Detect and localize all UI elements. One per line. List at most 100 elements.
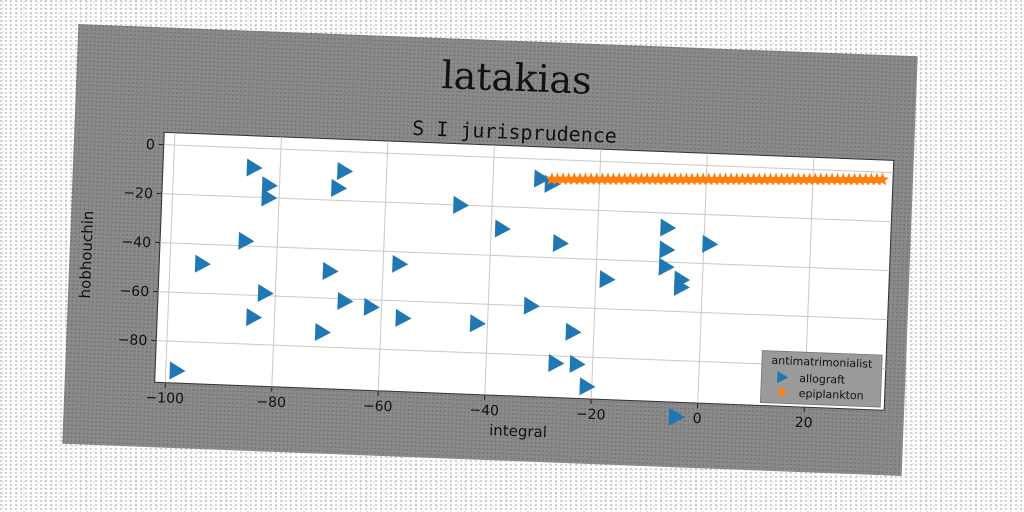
epiplankton-point bbox=[802, 172, 817, 186]
x-tick-label: −20 bbox=[576, 406, 606, 423]
allograft-point bbox=[659, 240, 676, 259]
epiplankton-point bbox=[870, 172, 884, 186]
epiplankton-point bbox=[573, 172, 587, 186]
epiplankton-point bbox=[612, 172, 626, 186]
epiplankton-point bbox=[836, 172, 850, 186]
x-tick-label: −40 bbox=[469, 402, 499, 419]
epiplankton-point bbox=[763, 172, 778, 186]
epiplankton-point bbox=[825, 172, 839, 186]
allograft-point bbox=[322, 261, 339, 280]
chart-title: latakias bbox=[441, 53, 593, 103]
allograft-point bbox=[395, 308, 412, 327]
allograft-point bbox=[337, 291, 354, 310]
epiplankton-point bbox=[584, 172, 598, 186]
x-tick-label: −60 bbox=[363, 398, 393, 415]
epiplankton-point bbox=[674, 172, 688, 186]
epiplankton-point bbox=[550, 172, 565, 186]
epiplankton-point bbox=[830, 172, 845, 186]
allograft-point bbox=[238, 231, 255, 250]
x-tick-label: −80 bbox=[256, 394, 286, 411]
epiplankton-point bbox=[646, 172, 660, 186]
y-tick-label: 0 bbox=[146, 137, 156, 153]
x-tick-label: 20 bbox=[794, 415, 812, 432]
epiplankton-point bbox=[651, 172, 665, 186]
epiplankton-point bbox=[718, 172, 733, 186]
allograft-point bbox=[331, 178, 348, 197]
epiplankton-point bbox=[769, 172, 783, 186]
allograft-point bbox=[673, 277, 690, 296]
allograft-point bbox=[363, 297, 380, 316]
epiplankton-point bbox=[758, 172, 772, 186]
axis-ticks: −100 −80 −60 −40 −20 0 20 0 −20 −40 −60 −80 bbox=[117, 137, 812, 432]
epiplankton-point bbox=[707, 172, 721, 186]
allograft-point bbox=[246, 308, 263, 327]
data-marks bbox=[169, 158, 890, 426]
epiplankton-point bbox=[842, 172, 856, 186]
epiplankton-point bbox=[578, 172, 593, 186]
epiplankton-point bbox=[741, 172, 755, 186]
epiplankton-point bbox=[780, 172, 794, 186]
allograft-point bbox=[246, 158, 263, 177]
epiplankton-point bbox=[752, 172, 766, 186]
epiplankton-point bbox=[735, 172, 749, 186]
epiplankton-point bbox=[657, 172, 671, 186]
epiplankton-point bbox=[797, 172, 811, 186]
epiplankton-point bbox=[696, 172, 710, 186]
allograft-point bbox=[668, 407, 685, 426]
epiplankton-point bbox=[864, 172, 878, 186]
allograft-point bbox=[599, 270, 616, 289]
legend-label-allograft: allograft bbox=[799, 372, 846, 387]
epiplankton-point bbox=[668, 172, 682, 186]
epiplankton-point bbox=[702, 172, 716, 186]
epiplankton-point bbox=[713, 172, 727, 186]
epiplankton-point bbox=[853, 172, 867, 186]
chart-figure: latakias S I jurisprudence −100 −80 −60 −40… bbox=[62, 24, 918, 476]
epiplankton-point bbox=[774, 172, 789, 186]
allograft-point bbox=[548, 354, 565, 373]
epiplankton-point bbox=[724, 172, 738, 186]
allograft-point bbox=[660, 218, 677, 237]
x-axis-label: integral bbox=[489, 421, 547, 441]
legend-marker-allograft bbox=[777, 371, 789, 384]
epiplankton-point bbox=[561, 172, 576, 186]
allograft-point bbox=[314, 322, 331, 341]
epiplankton-point bbox=[819, 172, 834, 186]
allograft-point bbox=[569, 354, 586, 373]
epiplankton-point bbox=[786, 172, 800, 186]
allograft-point bbox=[261, 176, 278, 195]
legend-label-epiplankton: epiplankton bbox=[798, 387, 863, 402]
epiplankton-point bbox=[858, 172, 873, 186]
epiplankton-point bbox=[618, 172, 632, 186]
epiplankton-point bbox=[814, 172, 828, 186]
allograft-point bbox=[552, 234, 569, 253]
epiplankton-point bbox=[606, 172, 621, 186]
epiplankton-point bbox=[875, 172, 890, 186]
epiplankton-point bbox=[567, 172, 581, 186]
epiplankton-point bbox=[847, 172, 862, 186]
grid-lines bbox=[156, 132, 894, 408]
scatter-chart: latakias S I jurisprudence −100 −80 −60 −40… bbox=[76, 53, 895, 441]
epiplankton-point bbox=[595, 172, 609, 186]
epiplankton-point bbox=[634, 172, 649, 186]
epiplankton-point bbox=[545, 172, 559, 186]
y-tick-label: −80 bbox=[117, 332, 147, 349]
epiplankton-point bbox=[791, 172, 806, 186]
plot-area bbox=[154, 131, 895, 411]
allograft-point bbox=[453, 195, 470, 214]
allograft-point bbox=[392, 254, 409, 273]
epiplankton-point bbox=[808, 172, 822, 186]
epiplankton-point bbox=[730, 172, 744, 186]
epiplankton-point bbox=[685, 172, 699, 186]
allograft-point bbox=[702, 234, 719, 253]
allograft-point bbox=[257, 283, 274, 302]
y-grid-line bbox=[160, 242, 890, 272]
allograft-point bbox=[523, 296, 540, 315]
allograft-point bbox=[565, 322, 582, 341]
y-grid-line bbox=[161, 193, 892, 223]
y-tick-label: −40 bbox=[121, 234, 151, 251]
y-grid-line bbox=[158, 291, 888, 321]
epiplankton-point bbox=[556, 172, 570, 186]
legend-title: antimatrimonialist bbox=[771, 354, 873, 371]
x-tick-label: 0 bbox=[692, 411, 702, 427]
allograft-point bbox=[261, 188, 278, 207]
